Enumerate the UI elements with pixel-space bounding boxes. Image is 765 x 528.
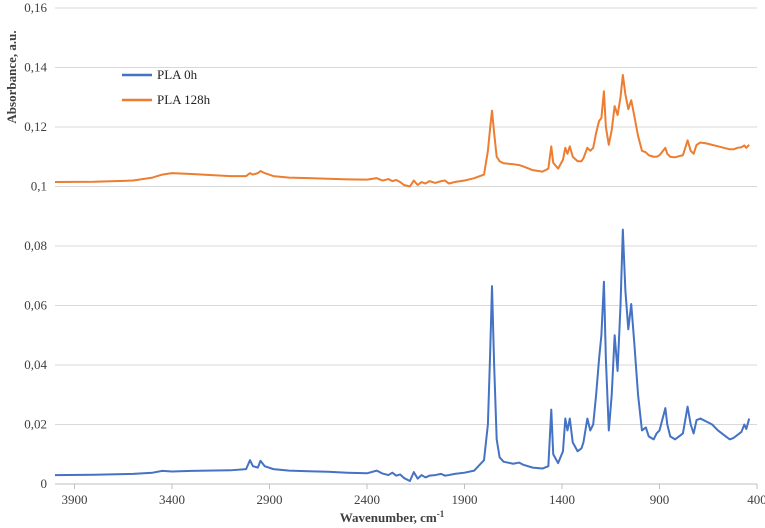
y-tick-label: 0,14 — [24, 60, 47, 75]
legend-label: PLA 128h — [157, 92, 211, 107]
y-tick-label: 0,06 — [24, 298, 47, 313]
x-axis-title-superscript: -1 — [437, 509, 445, 519]
x-tick-labels: 3900 3400 2900 2400 1900 1400 900 400 — [62, 484, 765, 507]
y-tick-label: 0,02 — [24, 417, 47, 432]
x-tick-label: 3900 — [62, 492, 88, 507]
series-line-pla-128h — [54, 73, 750, 188]
y-axis-title: Absorbance, a.u. — [4, 30, 19, 123]
y-tick-label: 0,04 — [24, 357, 47, 372]
y-tick-label: 0,16 — [24, 0, 47, 15]
legend-label: PLA 0h — [157, 67, 198, 82]
x-tick-label: 900 — [650, 492, 670, 507]
x-tick-label: 3400 — [159, 492, 185, 507]
y-tick-labels: 0 0,02 0,04 0,06 0,08 0,1 0,12 0,14 0,16 — [24, 0, 47, 491]
x-tick-label: 1400 — [549, 492, 575, 507]
x-tick-label: 2400 — [354, 492, 380, 507]
x-axis-title-text: Wavenumber, cm — [340, 510, 437, 525]
legend: PLA 0h PLA 128h — [122, 67, 211, 107]
x-tick-label: 2900 — [257, 492, 283, 507]
y-tick-label: 0,1 — [31, 179, 47, 194]
y-tick-label: 0 — [41, 476, 48, 491]
x-axis-title: Wavenumber, cm-1 — [340, 509, 445, 525]
x-tick-label: 1900 — [452, 492, 478, 507]
series-line-pla-0h — [54, 228, 751, 483]
x-tick-label: 400 — [747, 492, 765, 507]
series-lines — [54, 73, 751, 483]
y-tick-label: 0,12 — [24, 119, 47, 134]
y-tick-label: 0,08 — [24, 238, 47, 253]
